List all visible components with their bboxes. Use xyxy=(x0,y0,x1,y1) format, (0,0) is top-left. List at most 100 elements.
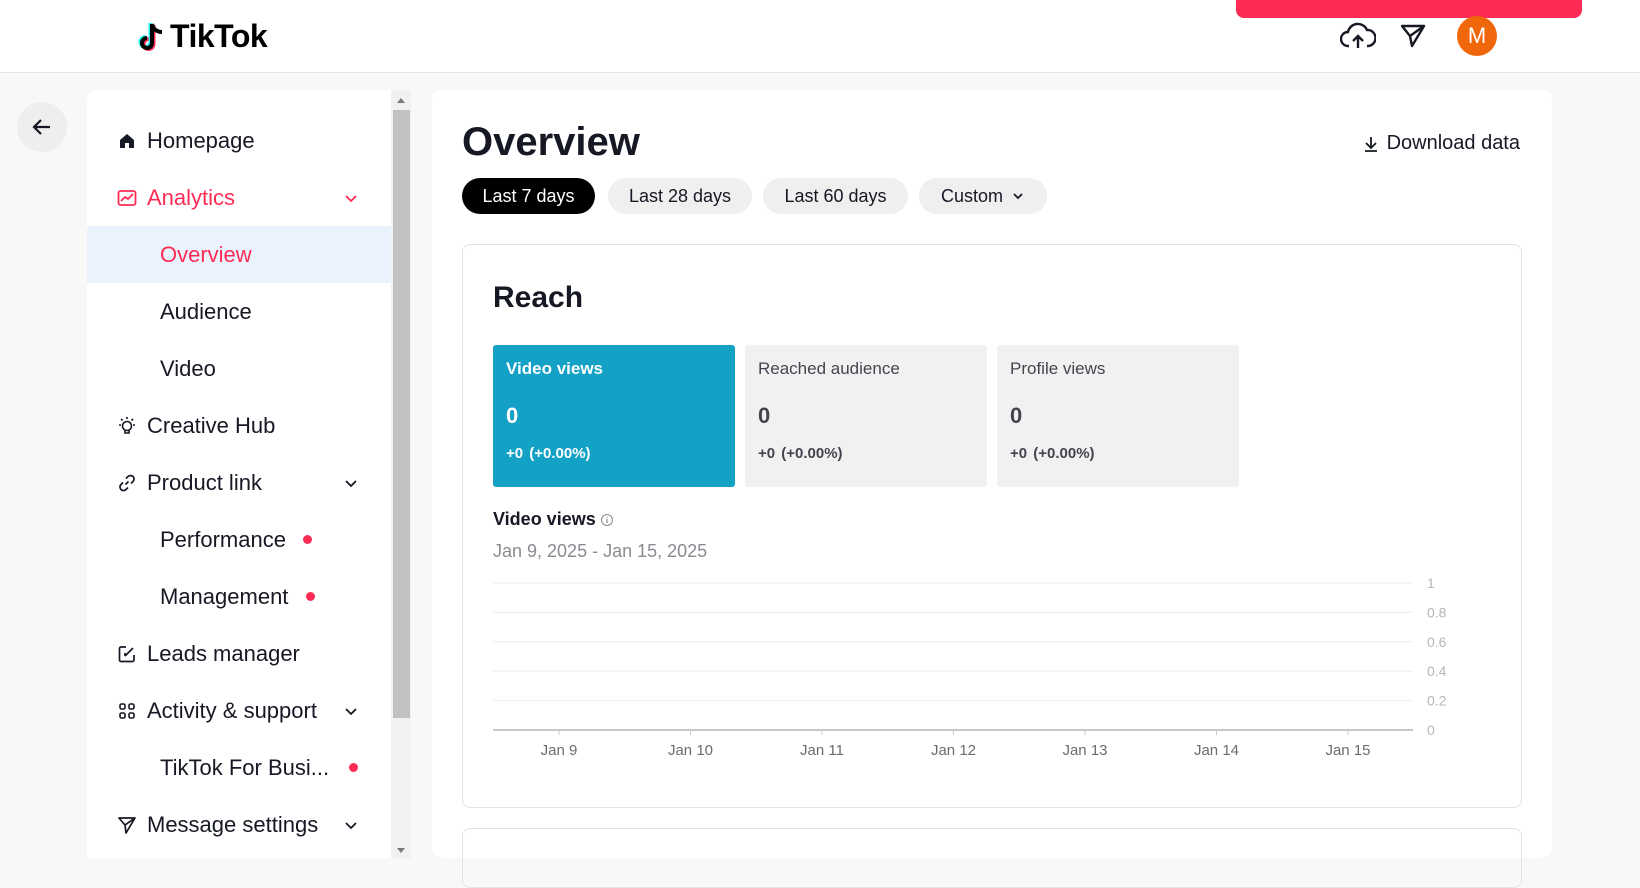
sidebar-item-label: Product link xyxy=(147,469,262,495)
sidebar-item-label: Activity & support xyxy=(147,697,317,723)
download-data-button[interactable]: Download data xyxy=(1363,132,1520,155)
y-tick-label: 0.4 xyxy=(1427,663,1447,679)
sidebar-item-label: Video xyxy=(160,355,216,381)
sidebar-item-label: TikTok For Busi... xyxy=(160,754,330,780)
sidebar-item-leads-manager[interactable]: Leads manager xyxy=(87,625,391,682)
reach-card: Reach Video views 0 +0 (+0.00%) Reached … xyxy=(462,244,1522,808)
sidebar-item-analytics[interactable]: Analytics xyxy=(87,169,391,226)
chart-date-range: Jan 9, 2025 - Jan 15, 2025 xyxy=(493,541,708,561)
x-tick-label: Jan 12 xyxy=(931,742,976,759)
x-tick-label: Jan 9 xyxy=(541,742,578,759)
sidebar-item-management[interactable]: Management xyxy=(87,568,391,625)
analytics-icon xyxy=(117,188,137,208)
x-tick-label: Jan 14 xyxy=(1194,742,1239,759)
reach-title: Reach xyxy=(493,281,584,314)
metric-label: Reached audience xyxy=(758,359,900,378)
sidebar-item-message-settings[interactable]: Message settings xyxy=(87,796,391,853)
range-last-7-days[interactable]: Last 7 days xyxy=(462,178,595,214)
upload-button[interactable] xyxy=(1340,18,1376,54)
x-tick-label: Jan 15 xyxy=(1325,742,1370,759)
metric-video-views[interactable]: Video views 0 +0 (+0.00%) xyxy=(493,345,735,487)
metric-value: 0 xyxy=(1010,403,1023,428)
grid-icon xyxy=(117,701,137,721)
notification-dot xyxy=(349,763,358,772)
send-icon xyxy=(1400,24,1426,48)
metric-value: 0 xyxy=(506,403,519,428)
custom-label: Custom xyxy=(940,185,1003,206)
scroll-down-icon[interactable] xyxy=(396,847,406,855)
main-panel: Overview Download data Last 7 days Last … xyxy=(432,90,1552,888)
sidebar: Homepage Analytics Overview Audience Vid… xyxy=(87,90,391,858)
sidebar-item-audience[interactable]: Audience xyxy=(87,283,391,340)
avatar[interactable]: M xyxy=(1457,16,1497,56)
tiktok-logo[interactable]: TikTok xyxy=(138,18,268,55)
chart-title-text: Video views xyxy=(493,509,596,529)
x-tick-label: Jan 13 xyxy=(1062,742,1107,759)
range-custom[interactable]: Custom xyxy=(919,178,1047,214)
notification-dot xyxy=(303,535,312,544)
info-icon[interactable] xyxy=(600,513,614,527)
y-tick-label: 1 xyxy=(1427,575,1435,591)
x-tick-label: Jan 11 xyxy=(800,742,844,759)
metric-delta: +0 (+0.00%) xyxy=(506,445,591,462)
arrow-left-icon xyxy=(32,119,50,135)
chevron-down-icon xyxy=(1013,193,1023,200)
tiktok-note-icon xyxy=(138,22,163,51)
top-header: TikTok M xyxy=(0,0,1640,73)
sidebar-item-product-link[interactable]: Product link xyxy=(87,454,391,511)
y-tick-label: 0.2 xyxy=(1427,693,1447,709)
chevron-down-icon xyxy=(345,194,357,202)
link-icon xyxy=(117,473,137,493)
metric-reached-audience[interactable]: Reached audience 0 +0 (+0.00%) xyxy=(745,345,987,487)
metric-label: Video views xyxy=(506,359,604,378)
sidebar-item-tiktok-for-business[interactable]: TikTok For Busi... xyxy=(87,739,391,796)
sidebar-item-label: Audience xyxy=(160,298,252,324)
next-card xyxy=(462,828,1522,888)
sidebar-item-label: Homepage xyxy=(147,127,255,153)
send-icon xyxy=(117,815,137,835)
back-button[interactable] xyxy=(17,102,67,152)
logo-text: TikTok xyxy=(170,18,268,54)
range-last-60-days[interactable]: Last 60 days xyxy=(763,178,908,214)
scroll-up-icon[interactable] xyxy=(396,96,406,104)
range-last-28-days[interactable]: Last 28 days xyxy=(608,178,752,214)
sidebar-item-label: Message settings xyxy=(147,811,319,837)
sidebar-item-activity-support[interactable]: Activity & support xyxy=(87,682,391,739)
sidebar-item-label: Analytics xyxy=(147,184,236,210)
y-tick-label: 0.8 xyxy=(1427,604,1447,620)
chevron-down-icon xyxy=(345,821,357,829)
chevron-down-icon xyxy=(345,479,357,487)
sidebar-item-overview[interactable]: Overview xyxy=(87,226,391,283)
download-label: Download data xyxy=(1386,132,1520,154)
sidebar-item-label: Overview xyxy=(160,241,252,267)
lightbulb-icon xyxy=(117,416,137,436)
home-icon xyxy=(117,131,137,151)
page-title: Overview xyxy=(462,120,640,164)
sidebar-item-creative-hub[interactable]: Creative Hub xyxy=(87,397,391,454)
scrollbar-thumb[interactable] xyxy=(393,110,410,718)
chart-title: Video views xyxy=(493,509,614,530)
sidebar-item-label: Management xyxy=(160,583,289,609)
y-tick-label: 0.6 xyxy=(1427,634,1447,650)
sidebar-item-label: Creative Hub xyxy=(147,412,276,438)
video-views-chart: 1 0.8 0.6 0.4 0.2 0 Jan 9 Jan 10 Jan 11 Jan 12 Jan… xyxy=(493,575,1447,759)
metric-delta: +0 (+0.00%) xyxy=(758,445,843,462)
sidebar-item-homepage[interactable]: Homepage xyxy=(87,112,391,169)
sidebar-item-performance[interactable]: Performance xyxy=(87,511,391,568)
metric-delta: +0 (+0.00%) xyxy=(1010,445,1095,462)
sidebar-item-label: Leads manager xyxy=(147,640,300,666)
y-tick-label: 0 xyxy=(1427,722,1435,738)
x-tick-label: Jan 10 xyxy=(668,742,713,759)
download-icon xyxy=(1364,136,1377,152)
notification-banner xyxy=(1236,0,1582,18)
metric-profile-views[interactable]: Profile views 0 +0 (+0.00%) xyxy=(997,345,1239,487)
chevron-down-icon xyxy=(345,707,357,715)
sidebar-item-video[interactable]: Video xyxy=(87,340,391,397)
edit-icon xyxy=(117,644,137,664)
notification-dot xyxy=(306,592,315,601)
inbox-button[interactable] xyxy=(1395,18,1431,54)
sidebar-item-label: Performance xyxy=(160,526,286,552)
cloud-upload-icon xyxy=(1340,22,1376,48)
metric-value: 0 xyxy=(758,403,771,428)
metric-label: Profile views xyxy=(1010,359,1106,378)
